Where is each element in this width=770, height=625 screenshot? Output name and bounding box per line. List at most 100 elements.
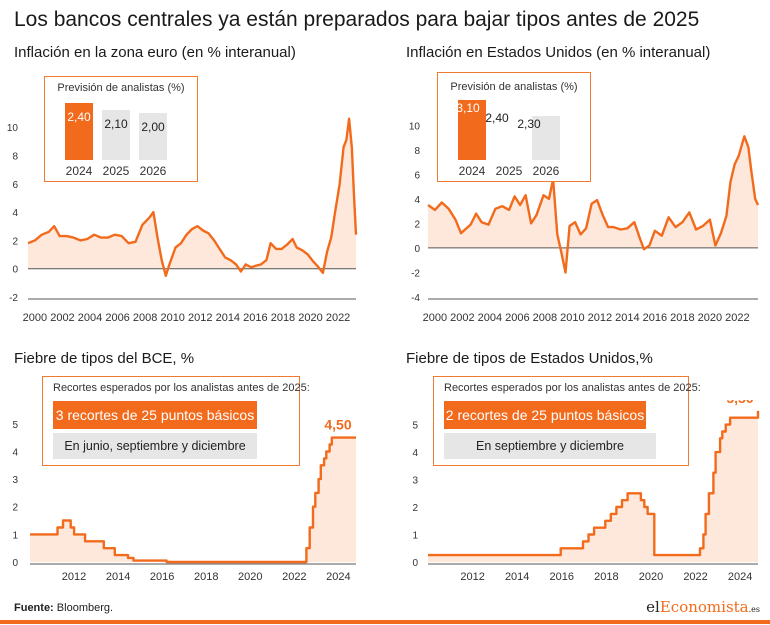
page-title: Los bancos centrales ya están preparados… bbox=[14, 8, 700, 31]
y-tick-label: 3 bbox=[412, 476, 418, 487]
y-tick-label: 0 bbox=[12, 558, 18, 569]
panel-title: Inflación en la zona euro (en % interanu… bbox=[14, 44, 296, 61]
x-tick-label: 2016 bbox=[643, 312, 667, 324]
series-line bbox=[428, 410, 760, 557]
y-tick-label: 2 bbox=[414, 219, 420, 230]
y-tick-label: -4 bbox=[411, 293, 420, 304]
x-tick-label: 2000 bbox=[23, 312, 47, 324]
forecast-bar-2026 bbox=[532, 116, 560, 160]
x-tick-label: 2022 bbox=[326, 312, 350, 324]
y-tick-label: 5 bbox=[12, 420, 18, 431]
y-tick-label: -2 bbox=[9, 293, 18, 304]
y-tick-label: 0 bbox=[412, 558, 418, 569]
y-tick-label: 6 bbox=[12, 180, 18, 191]
y-tick-label: 4 bbox=[12, 447, 18, 458]
x-tick-label: 2020 bbox=[238, 571, 262, 583]
forecast-bar-2024 bbox=[458, 100, 486, 160]
source-text: Bloomberg. bbox=[56, 602, 114, 614]
x-tick-label: 2020 bbox=[298, 312, 322, 324]
y-tick-label: 10 bbox=[7, 123, 19, 134]
x-tick-label: 2022 bbox=[683, 571, 707, 583]
series-area bbox=[28, 118, 356, 276]
x-tick-label: 2004 bbox=[78, 312, 102, 324]
y-tick-label: 4 bbox=[414, 195, 420, 206]
x-tick-label: 2016 bbox=[550, 571, 574, 583]
x-tick-label: 2016 bbox=[150, 571, 174, 583]
y-tick-label: 0 bbox=[12, 265, 18, 276]
forecast-title: Previsión de analistas (%) bbox=[57, 82, 185, 94]
series-area bbox=[428, 410, 758, 562]
ecb-cuts-box: Recortes esperados por los analistas ant… bbox=[42, 376, 310, 466]
logo-main: Economista bbox=[659, 598, 749, 616]
y-tick-label: -2 bbox=[411, 268, 420, 279]
x-tick-label: 2002 bbox=[50, 312, 74, 324]
x-tick-label: 2014 bbox=[106, 571, 130, 583]
x-tick-label: 2006 bbox=[105, 312, 129, 324]
x-tick-label: 2022 bbox=[725, 312, 749, 324]
forecast-value-2025: 2,10 bbox=[104, 117, 128, 131]
x-tick-label: 2018 bbox=[271, 312, 295, 324]
x-tick-label: 2006 bbox=[505, 312, 529, 324]
panel-title: Fiebre de tipos de Estados Unidos,% bbox=[406, 350, 653, 367]
cuts-sub: En septiembre y diciembre bbox=[444, 433, 656, 459]
y-tick-label: 4 bbox=[412, 448, 418, 459]
x-tick-label: 2010 bbox=[560, 312, 584, 324]
cuts-main: 2 recortes de 25 puntos básicos bbox=[444, 401, 646, 429]
bottom-accent-line bbox=[0, 620, 770, 624]
y-tick-label: 2 bbox=[12, 503, 18, 514]
y-tick-label: 1 bbox=[12, 530, 18, 541]
x-tick-label: 2012 bbox=[62, 571, 86, 583]
forecast-year-2024: 2024 bbox=[458, 164, 486, 178]
logo-suffix: .es bbox=[748, 605, 760, 614]
series-line bbox=[427, 135, 760, 274]
y-tick-label: 6 bbox=[414, 170, 420, 181]
forecast-value-2026: 2,30 bbox=[517, 117, 541, 131]
eu-forecast-box: Previsión de analistas (%) 2,40 2,10 2,0… bbox=[44, 76, 198, 182]
x-tick-label: 2022 bbox=[282, 571, 306, 583]
panel-title: Inflación en Estados Unidos (en % intera… bbox=[406, 44, 711, 61]
cuts-title: Recortes esperados por los analistas ant… bbox=[444, 382, 701, 394]
forecast-value-2026: 2,00 bbox=[141, 120, 165, 134]
y-tick-label: 8 bbox=[414, 146, 420, 157]
x-tick-label: 2012 bbox=[188, 312, 212, 324]
x-tick-label: 2014 bbox=[216, 312, 240, 324]
forecast-year-2026: 2026 bbox=[139, 164, 167, 178]
x-tick-label: 2002 bbox=[450, 312, 474, 324]
x-tick-label: 2020 bbox=[698, 312, 722, 324]
x-tick-label: 2018 bbox=[594, 571, 618, 583]
forecast-bar-2025 bbox=[102, 110, 130, 160]
y-tick-label: 3 bbox=[12, 475, 18, 486]
us-forecast-box: Previsión de analistas (%) 3,10 2,40 2,3… bbox=[437, 72, 591, 182]
source-note: Fuente: Bloomberg. bbox=[14, 602, 113, 614]
fed-cuts-box: Recortes esperados por los analistas ant… bbox=[433, 376, 701, 466]
forecast-value-2025: 2,40 bbox=[485, 111, 509, 125]
cuts-main: 3 recortes de 25 puntos básicos bbox=[53, 401, 257, 429]
brand-logo: elEconomista.es bbox=[646, 598, 760, 616]
y-tick-label: 2 bbox=[412, 503, 418, 514]
series-line bbox=[27, 117, 358, 277]
y-tick-label: 0 bbox=[414, 244, 420, 255]
y-tick-label: 2 bbox=[12, 236, 18, 247]
last-value-label: 5,50 bbox=[726, 400, 753, 406]
forecast-bar-2026 bbox=[139, 113, 167, 160]
logo-prefix: el bbox=[646, 598, 660, 616]
series-line bbox=[30, 436, 356, 564]
series-area bbox=[30, 437, 356, 562]
panel-title: Fiebre de tipos del BCE, % bbox=[14, 350, 195, 367]
x-tick-label: 2018 bbox=[670, 312, 694, 324]
fed-rates-chart: 0 1 2 3 4 5 2012 2014 2016 2018 2020 2022 2024 5,50 bbox=[412, 400, 760, 583]
series-area bbox=[428, 136, 758, 273]
y-tick-label: 1 bbox=[412, 531, 418, 542]
x-tick-label: 2008 bbox=[133, 312, 157, 324]
forecast-year-2024: 2024 bbox=[65, 164, 93, 178]
x-tick-label: 2012 bbox=[460, 571, 484, 583]
cuts-title: Recortes esperados por los analistas ant… bbox=[53, 382, 310, 394]
y-tick-label: 10 bbox=[409, 121, 421, 132]
forecast-year-2025: 2025 bbox=[495, 164, 523, 178]
x-tick-label: 2014 bbox=[505, 571, 529, 583]
forecast-year-2026: 2026 bbox=[532, 164, 560, 178]
x-tick-label: 2008 bbox=[533, 312, 557, 324]
x-tick-label: 2000 bbox=[423, 312, 447, 324]
x-tick-label: 2010 bbox=[160, 312, 184, 324]
